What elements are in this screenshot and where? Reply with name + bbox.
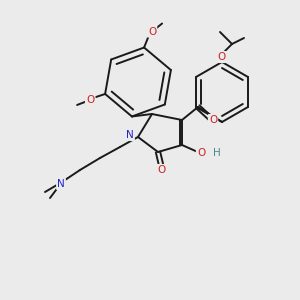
Text: O: O — [157, 165, 165, 175]
Text: N: N — [126, 130, 134, 140]
Text: O: O — [86, 95, 94, 105]
Text: N: N — [57, 179, 65, 189]
Text: O: O — [218, 52, 226, 62]
Text: O: O — [148, 26, 156, 37]
Text: H: H — [213, 148, 221, 158]
Text: O: O — [197, 148, 205, 158]
Text: O: O — [209, 115, 217, 125]
